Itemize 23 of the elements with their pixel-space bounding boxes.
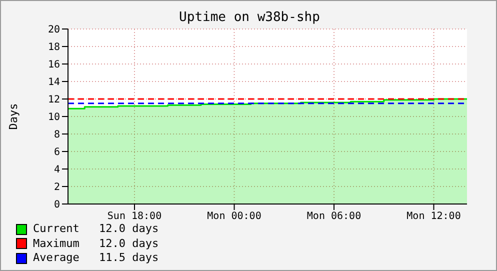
text: 12.0 days — [99, 236, 159, 251]
y-tick-label: 6 — [54, 147, 60, 158]
x-tick-label: Mon 12:00 — [406, 211, 461, 222]
y-tick-label: 14 — [48, 77, 60, 88]
x-tick-label: Sun 18:00 — [107, 211, 162, 222]
y-tick-label: 4 — [54, 164, 60, 176]
legend-label: Average — [33, 251, 80, 266]
x-tick-label: Mon 00:00 — [207, 211, 262, 222]
y-tick-label: 10 — [48, 112, 60, 124]
legend-label: Current — [33, 222, 80, 236]
y-axis-title: Days — [6, 103, 20, 130]
y-tick-label: 8 — [54, 130, 60, 141]
legend-label: Maximum — [33, 236, 80, 251]
text: 12.0 days — [99, 222, 159, 236]
y-tick-label: 2 — [54, 182, 60, 194]
y-tick-label: 20 — [48, 24, 60, 36]
y-tick-label: 12 — [48, 94, 60, 106]
x-tick-label: Mon 06:00 — [306, 211, 362, 222]
y-tick-label: 16 — [48, 60, 60, 71]
y-tick-label: 18 — [48, 42, 60, 54]
text: 11.5 days — [99, 251, 159, 266]
y-tick-label: 0 — [54, 200, 60, 211]
chart-title: Uptime on w38b-shp — [178, 10, 321, 25]
